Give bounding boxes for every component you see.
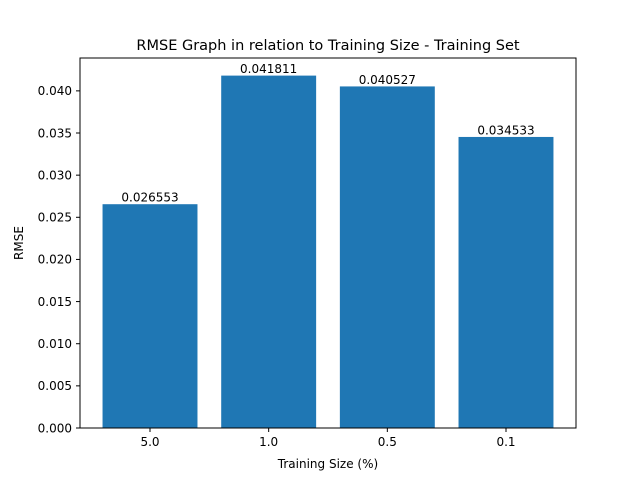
y-tick-label: 0.025 bbox=[38, 211, 72, 225]
y-tick-label: 0.040 bbox=[38, 84, 72, 98]
bar-5.0 bbox=[102, 204, 198, 428]
bar-value-label: 0.041811 bbox=[240, 62, 297, 76]
y-tick-label: 0.030 bbox=[38, 168, 72, 182]
chart-title: RMSE Graph in relation to Training Size … bbox=[136, 38, 519, 54]
plot-area: 0.026553 5.0 0.041811 1.0 0.040527 0.5 0.03453… bbox=[38, 62, 554, 449]
y-tick-label: 0.015 bbox=[38, 295, 72, 309]
y-tick-label: 0.000 bbox=[38, 421, 72, 435]
x-tick-label: 5.0 bbox=[140, 435, 159, 449]
x-tick-label: 1.0 bbox=[259, 435, 278, 449]
x-axis-label: Training Size (%) bbox=[277, 457, 378, 471]
bar-value-label: 0.026553 bbox=[121, 191, 178, 205]
bar-1.0 bbox=[221, 75, 317, 429]
y-tick-label: 0.020 bbox=[38, 253, 72, 267]
y-tick-label: 0.005 bbox=[38, 379, 72, 393]
bar-value-label: 0.034533 bbox=[477, 123, 534, 137]
bar-0.5 bbox=[339, 86, 435, 429]
axes-frame bbox=[79, 57, 577, 429]
x-tick-label: 0.5 bbox=[378, 435, 397, 449]
bar-value-label: 0.040527 bbox=[359, 73, 416, 87]
x-tick-label: 0.1 bbox=[496, 435, 515, 449]
y-tick-label: 0.035 bbox=[38, 126, 72, 140]
y-axis-label: RMSE bbox=[12, 226, 26, 260]
bar-0.1 bbox=[458, 136, 554, 428]
y-tick-label: 0.010 bbox=[38, 337, 72, 351]
